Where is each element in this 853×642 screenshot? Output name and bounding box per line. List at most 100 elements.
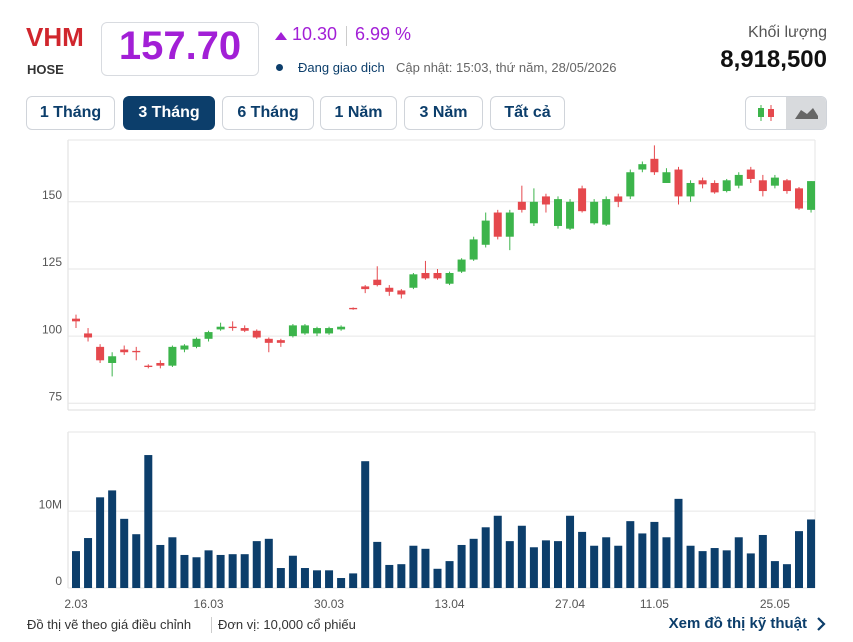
candle-body xyxy=(493,212,502,237)
volume-label: Khối lượng xyxy=(747,24,827,41)
candle-body xyxy=(156,362,165,366)
volume-bar xyxy=(517,525,526,588)
link-arrow[interactable] xyxy=(815,616,827,632)
candle-body xyxy=(421,272,430,279)
volume-bar xyxy=(505,541,514,588)
volume-bar xyxy=(192,557,201,588)
candle-body xyxy=(385,287,394,292)
candle-body xyxy=(132,350,141,353)
candle-body xyxy=(120,349,129,353)
volume-bar xyxy=(493,515,502,588)
volume-bar xyxy=(108,490,117,588)
candle-body xyxy=(758,180,767,192)
volume-bar xyxy=(120,518,129,588)
volume: 8,918,500 xyxy=(720,46,827,73)
volume-bar xyxy=(349,573,358,588)
price-box xyxy=(101,22,259,76)
divider xyxy=(211,617,212,633)
x-tick-label: 27.04 xyxy=(555,597,585,611)
volume-bar xyxy=(421,548,430,588)
candle-body xyxy=(578,188,587,212)
volume-bar xyxy=(686,545,695,588)
range-tab[interactable]: Tất cả xyxy=(490,96,565,130)
volume-bar xyxy=(469,538,478,588)
candle-body xyxy=(517,201,526,210)
range-tab[interactable]: 1 Tháng xyxy=(26,96,115,130)
candle-body xyxy=(481,220,490,245)
volume-bar xyxy=(409,545,418,588)
volume-bar xyxy=(337,578,346,588)
candle-body xyxy=(746,169,755,179)
volume-bar xyxy=(578,531,587,588)
volume-bar xyxy=(252,541,261,588)
volume-bar xyxy=(300,568,309,588)
candle-body xyxy=(795,188,803,209)
candle-body xyxy=(216,326,225,330)
volume-bar xyxy=(710,548,719,588)
divider xyxy=(346,26,347,46)
change-pct: 6.99 % xyxy=(355,24,412,44)
candle-body xyxy=(710,182,719,193)
candle-body xyxy=(807,181,816,210)
y-tick-label: 125 xyxy=(42,255,62,269)
candle-body xyxy=(168,346,177,366)
volume-bar xyxy=(529,547,538,588)
candle-body xyxy=(72,318,80,322)
candle-body xyxy=(84,333,93,338)
status: Đang giao dịch xyxy=(298,60,385,75)
volume-bar xyxy=(590,545,599,588)
volume-bar xyxy=(228,554,237,588)
candle-body xyxy=(240,328,249,331)
candle-body xyxy=(770,177,779,186)
range-tab[interactable]: 3 Năm xyxy=(404,96,483,130)
volume-bar xyxy=(602,537,611,588)
volume-bar xyxy=(288,555,297,588)
x-tick-label: 2.03 xyxy=(64,597,88,611)
volume-bar xyxy=(746,553,755,588)
candle-body xyxy=(349,307,358,310)
candle-body xyxy=(288,325,297,337)
volume-bar xyxy=(96,497,105,588)
range-tab[interactable]: 3 Tháng xyxy=(123,96,215,130)
range-tab[interactable]: 1 Năm xyxy=(320,96,397,130)
y-tick-label: 150 xyxy=(42,188,62,202)
volume-bar xyxy=(385,564,394,588)
candle-body xyxy=(662,172,671,183)
candle-body xyxy=(614,196,623,202)
candle-body xyxy=(337,326,346,330)
candle-body xyxy=(445,272,454,284)
volume-bar xyxy=(433,568,442,588)
updated: Cập nhật: 15:03, thứ năm, 28/05/2026 xyxy=(396,60,617,75)
candle-body xyxy=(361,286,370,290)
candle-body xyxy=(602,199,611,225)
x-tick-label: 13.04 xyxy=(435,597,465,611)
volume-bar xyxy=(240,554,249,588)
candle-body xyxy=(192,338,201,347)
candle-view-button[interactable] xyxy=(746,97,786,129)
volume-bar xyxy=(204,550,213,588)
up-arrow xyxy=(275,32,287,40)
candle-body xyxy=(325,328,334,334)
volume-bar xyxy=(168,537,177,588)
candle-body xyxy=(409,274,418,288)
candle-body xyxy=(108,356,117,363)
volume-bar xyxy=(313,570,321,588)
range-tab[interactable]: 6 Tháng xyxy=(222,96,314,130)
candle-body xyxy=(554,199,562,226)
volume-bar xyxy=(795,531,803,588)
change: 10.30 xyxy=(292,24,338,44)
volume-bar xyxy=(180,554,189,588)
candle-body xyxy=(457,259,466,272)
footer-note: Đồ thị vẽ theo giá điều chỉnh xyxy=(27,617,192,632)
volume-bar xyxy=(770,561,779,588)
candle-body xyxy=(204,332,213,339)
volume-bar xyxy=(72,551,80,588)
area-view-button[interactable] xyxy=(786,97,826,129)
y-tick-label: 100 xyxy=(42,322,62,336)
volume-bar xyxy=(662,537,671,588)
status-dot xyxy=(276,64,283,71)
candle-body xyxy=(144,365,153,368)
volume-bar xyxy=(722,550,731,588)
technical-link[interactable]: Xem đồ thị kỹ thuật xyxy=(668,615,807,632)
